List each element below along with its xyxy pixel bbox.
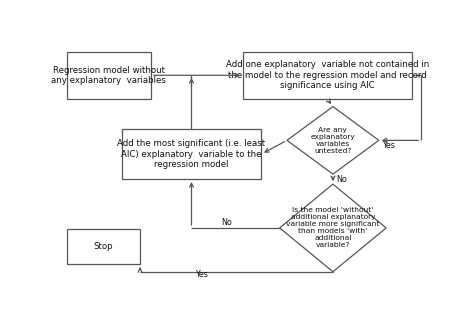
Text: No: No [337, 175, 347, 184]
Text: Stop: Stop [93, 242, 113, 251]
Polygon shape [280, 184, 386, 272]
Text: Yes: Yes [382, 141, 395, 150]
Text: Yes: Yes [195, 270, 208, 279]
Polygon shape [287, 107, 379, 174]
FancyBboxPatch shape [66, 229, 140, 264]
Text: Regression model without
any explanatory  variables: Regression model without any explanatory… [51, 66, 166, 85]
Text: Add the most significant (i.e. least
AIC) explanatory  variable to the
regressio: Add the most significant (i.e. least AIC… [118, 139, 265, 169]
FancyBboxPatch shape [122, 129, 261, 179]
Text: No: No [221, 218, 232, 227]
FancyBboxPatch shape [243, 52, 412, 99]
Text: Is the model 'without'
additional explanatory
variable more significant
than mod: Is the model 'without' additional explan… [286, 207, 380, 248]
Text: Are any
explanatory
variables
untested?: Are any explanatory variables untested? [310, 127, 356, 154]
FancyBboxPatch shape [66, 52, 151, 99]
Text: Add one explanatory  variable not contained in
the model to the regression model: Add one explanatory variable not contain… [226, 60, 429, 90]
